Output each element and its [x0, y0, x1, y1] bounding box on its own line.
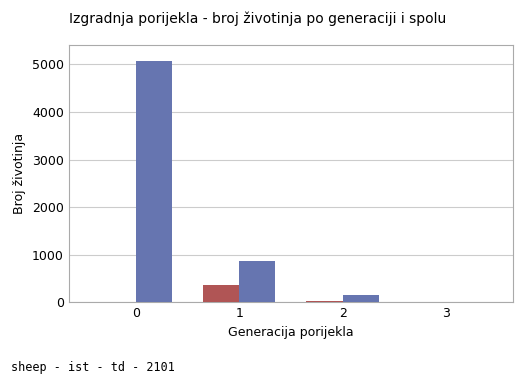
Bar	[343, 295, 379, 302]
X-axis label: Generacija porijekla: Generacija porijekla	[228, 326, 354, 339]
Bar	[306, 301, 343, 302]
Bar	[239, 261, 276, 302]
Y-axis label: Broj životinja: Broj životinja	[13, 133, 26, 214]
Bar	[136, 60, 172, 302]
Text: Izgradnja porijekla - broj životinja po generaciji i spolu: Izgradnja porijekla - broj životinja po …	[69, 12, 446, 26]
Text: sheep - ist - td - 2101: sheep - ist - td - 2101	[11, 361, 175, 374]
Bar	[203, 285, 239, 302]
